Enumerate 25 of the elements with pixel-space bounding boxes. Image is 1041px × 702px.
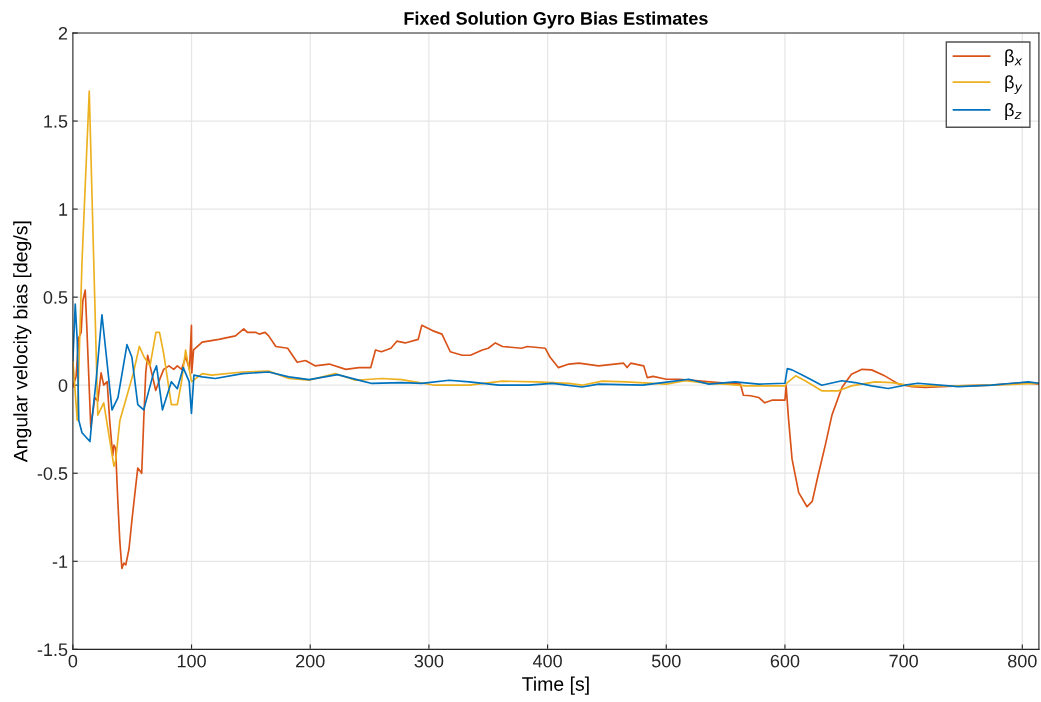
y-tick-label: 0: [58, 379, 68, 392]
legend-label: β$_{z}$: [1005, 103, 1022, 120]
x-tick-label: 800: [1008, 654, 1037, 668]
legend-label: β$_{y}$: [1005, 75, 1023, 94]
x-tick-label: 400: [532, 654, 562, 668]
y-tick-label: -1: [52, 555, 68, 568]
line-series: [72, 303, 1039, 443]
y-tick-label: 2: [58, 26, 68, 40]
chart-title: Fixed Solution Gyro Bias Estimates: [404, 11, 708, 29]
y-tick-label: -1.5: [37, 643, 68, 657]
y-tick-label: 1: [59, 203, 68, 216]
y-tick-label: 1.5: [44, 115, 68, 128]
line-series: [72, 289, 1039, 570]
legend-label: β$_{x}$: [1005, 49, 1023, 67]
x-tick-label: 600: [770, 654, 800, 668]
x-tick-label: 500: [651, 654, 681, 668]
x-tick-label: 300: [414, 654, 444, 668]
x-tick-label: 200: [296, 654, 325, 668]
x-axis-title: Time [s]: [522, 676, 589, 695]
x-tick-label: 700: [889, 654, 918, 668]
y-tick-label: -0.5: [37, 467, 68, 480]
y-tick-label: 0.5: [43, 291, 68, 304]
x-tick-label: 0: [68, 654, 78, 668]
x-tick-label: 100: [177, 654, 206, 668]
y-axis-title: Angular velocity bias [deg/s]: [13, 221, 32, 463]
